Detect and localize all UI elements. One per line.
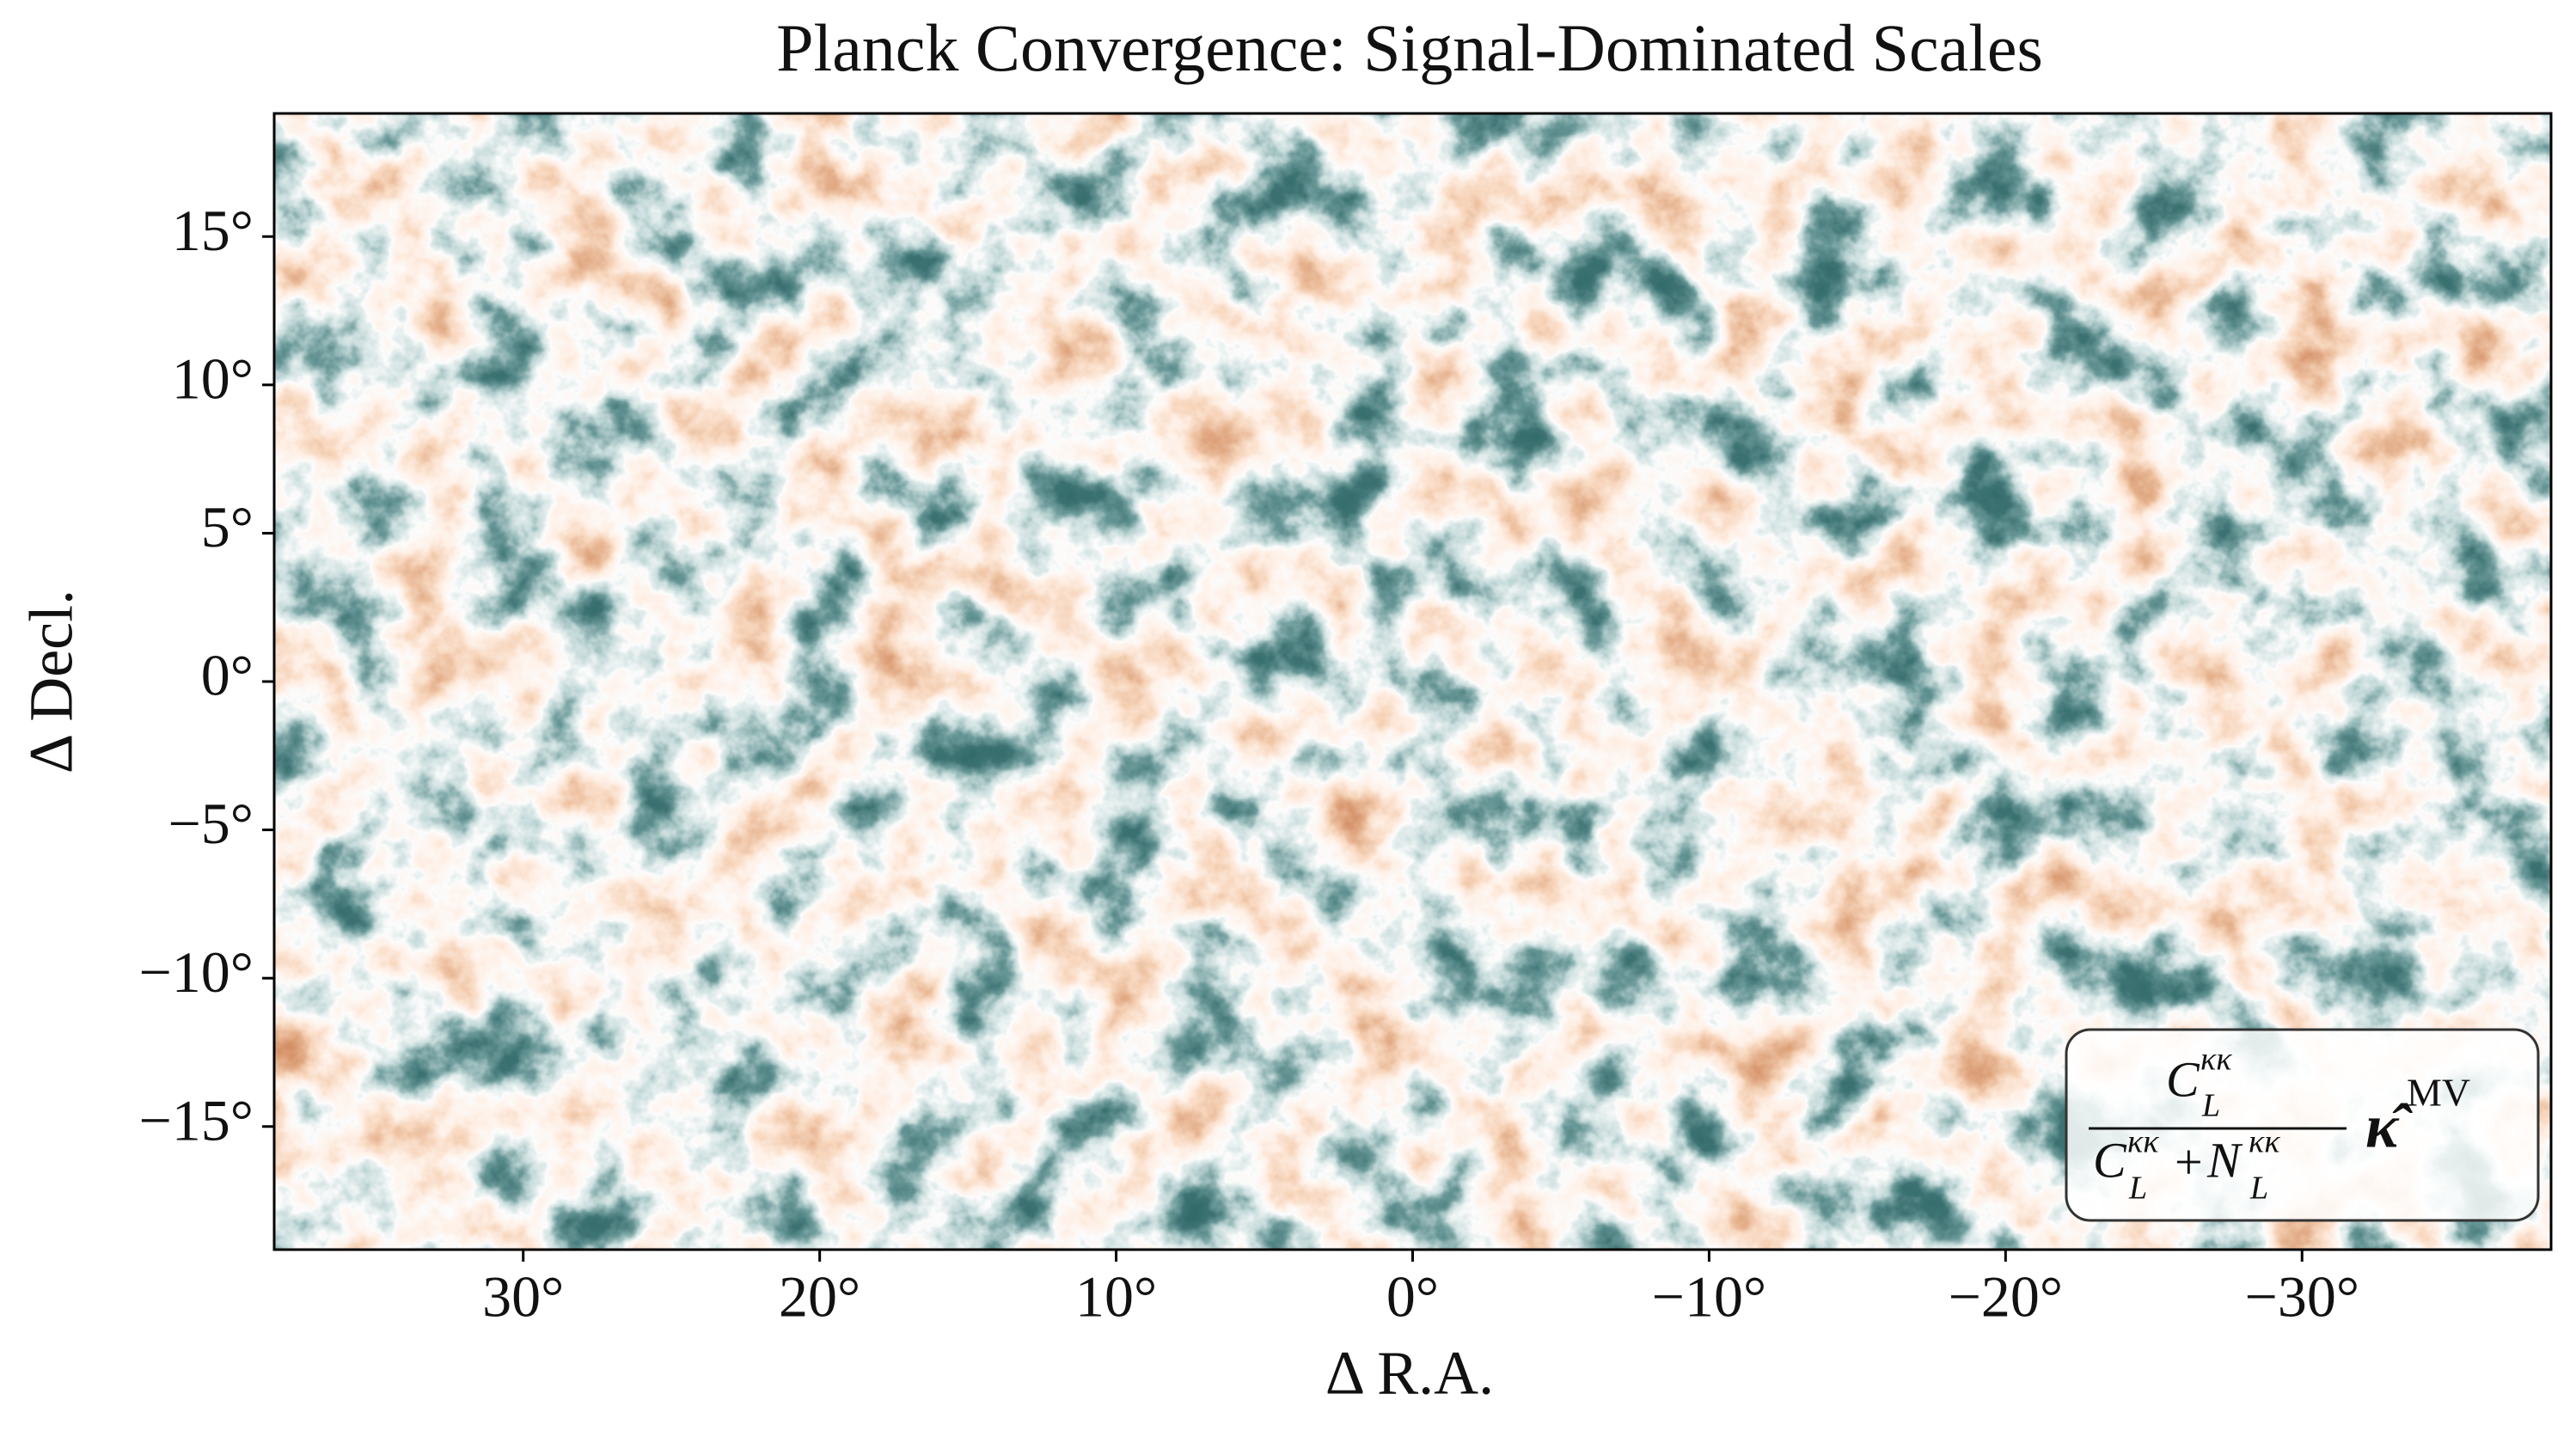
ann-num-base: C — [2166, 1051, 2200, 1107]
x-tick-label: 20° — [779, 1264, 860, 1330]
x-axis-label: Δ R.A. — [1325, 1339, 1494, 1408]
ann-symbol-sup: MV — [2407, 1071, 2470, 1115]
ann-den2-sub: L — [2249, 1171, 2268, 1207]
ann-den1-base: C — [2093, 1132, 2127, 1188]
y-tick-label: 10° — [172, 345, 254, 411]
ann-den2-sup: κκ — [2249, 1124, 2280, 1160]
ann-den1-sub: L — [2128, 1171, 2147, 1207]
legend-box — [2065, 1028, 2540, 1222]
x-tick-label: −30° — [2244, 1264, 2359, 1330]
chart-title: Planck Convergence: Signal-Dominated Sca… — [776, 10, 2043, 85]
ann-num-sup: κκ — [2200, 1042, 2232, 1078]
y-tick-label: −10° — [138, 939, 254, 1005]
y-tick-label: 5° — [201, 494, 254, 559]
y-tick-label: −5° — [168, 791, 254, 856]
x-tick-label: 0° — [1386, 1264, 1439, 1330]
ann-plus: + — [2175, 1134, 2203, 1189]
y-tick-label: 0° — [201, 643, 254, 708]
x-tick-label: −20° — [1949, 1264, 2064, 1330]
legend: C κκ L C κκ L + N κκ L κ̂ MV — [2065, 1028, 2540, 1222]
ann-den1-sup: κκ — [2127, 1124, 2159, 1160]
ann-num-sub: L — [2201, 1088, 2220, 1124]
x-tick-label: 30° — [482, 1264, 564, 1330]
x-tick-label: −10° — [1652, 1264, 1767, 1330]
y-tick-label: −15° — [138, 1087, 254, 1153]
y-axis-label: Δ Decl. — [17, 590, 86, 773]
y-tick-label: 15° — [172, 198, 254, 263]
x-tick-label: 10° — [1075, 1264, 1157, 1330]
ann-den2-base: N — [2206, 1132, 2243, 1188]
